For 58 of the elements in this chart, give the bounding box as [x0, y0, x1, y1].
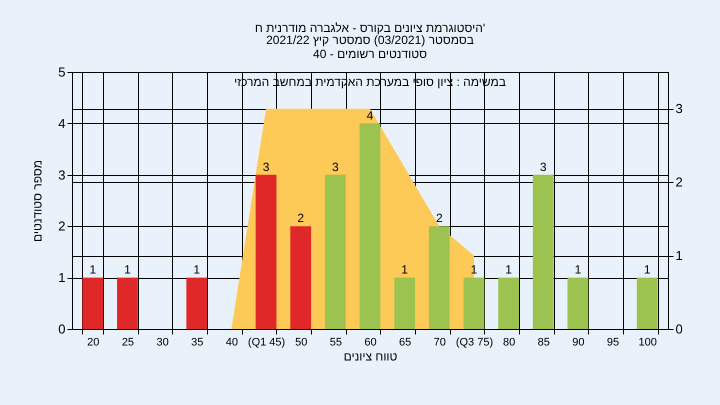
y2-tick-label: 1: [676, 248, 683, 264]
chart-title: היסטוגרמת ציונים בקורס - אלגברה מודרנית ח': [254, 21, 486, 35]
y2-tick-label: 0: [676, 322, 683, 336]
y-tick-label: 0: [58, 322, 66, 336]
y-tick-label: 1: [58, 270, 66, 286]
y-tick-label: 3: [58, 167, 66, 182]
y-tick-label: 4: [58, 116, 66, 131]
bar: [82, 278, 104, 329]
data-label: 1: [574, 262, 582, 277]
data-label: 2: [297, 211, 304, 226]
y-tick-label: 2: [58, 218, 66, 234]
bar: [394, 278, 416, 329]
bar: [256, 174, 276, 329]
x-tick-label: 55: [330, 336, 342, 348]
x-tick-label: 35: [191, 336, 204, 348]
bar: [360, 123, 380, 329]
bar: [498, 278, 519, 329]
bar: [428, 226, 450, 329]
bar: [568, 278, 588, 329]
y-axis-title: מספר סטודנטים: [30, 160, 44, 242]
x-tick-label: 30: [156, 336, 169, 348]
x-tick-label: 90: [572, 336, 585, 348]
x-tick-label: 95: [606, 336, 620, 348]
x-tick-label: 60: [364, 336, 377, 348]
bar: [464, 278, 484, 329]
x-tick-label: 50: [295, 336, 308, 348]
data-label: 4: [366, 108, 374, 122]
data-label: 2: [436, 211, 443, 226]
bar: [186, 278, 208, 329]
x-tick-label: 80: [502, 336, 516, 348]
y2-tick-label: 2: [676, 174, 683, 190]
data-label: 1: [505, 262, 512, 277]
data-label: 3: [332, 160, 340, 174]
data-label: 1: [644, 262, 651, 277]
x-tick-label: 100: [638, 336, 657, 348]
bar: [532, 174, 554, 329]
y-tick-label: 5: [58, 64, 66, 80]
data-label: 1: [124, 262, 132, 277]
x-tick-label: (Q3 75): [456, 336, 494, 348]
data-label: 1: [89, 262, 96, 277]
x-axis-title: טווח ציונים: [344, 350, 398, 364]
x-tick-label: 65: [399, 336, 412, 348]
bar: [117, 278, 138, 329]
y2-tick-label: 3: [676, 101, 683, 116]
x-tick-label: 40: [226, 336, 238, 348]
bar: [290, 226, 312, 329]
chart-subtitle: בסמסטר (03/2021) סמסטר קיץ 2021/22 סטודנטים רשומים - 40: [266, 33, 474, 61]
x-tick-label: 25: [122, 336, 134, 348]
data-label: 1: [401, 262, 408, 277]
data-label: 3: [262, 160, 270, 174]
x-tick-label: 20: [87, 336, 100, 348]
data-label: 3: [540, 160, 547, 174]
bar: [324, 174, 346, 329]
x-tick-label: 70: [434, 336, 446, 348]
x-tick-label: 85: [538, 336, 550, 348]
bar: [636, 278, 658, 329]
x-tick-label: (Q1 45): [248, 336, 286, 348]
data-label: 1: [193, 262, 200, 277]
